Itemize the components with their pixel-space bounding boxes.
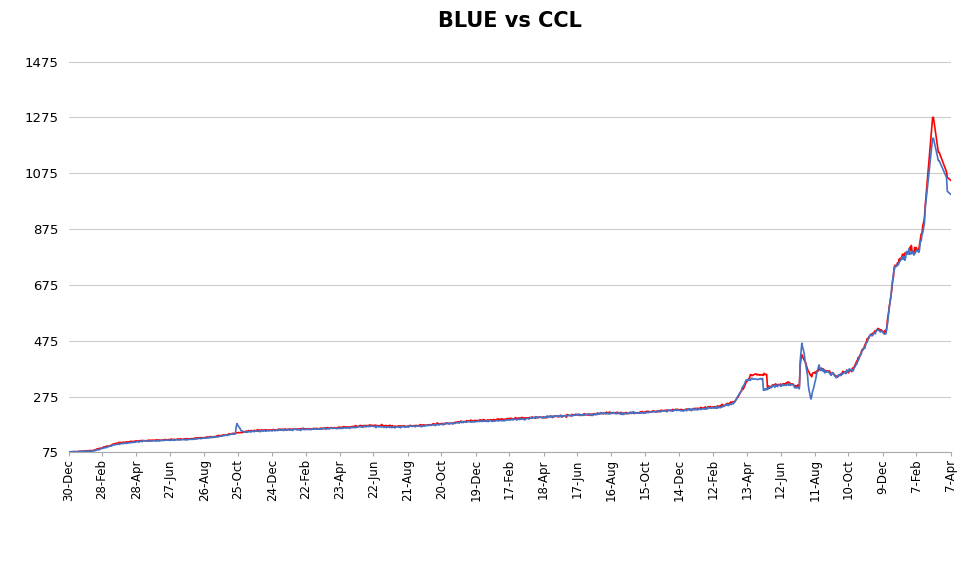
CCL (391, 423, 403, 430)
CCL (297, 425, 309, 432)
CCL (518, 414, 530, 421)
CCL (927, 114, 939, 121)
Title: BLUE vs CCL: BLUE vs CCL (438, 10, 581, 31)
CCL (65, 449, 76, 456)
BLUE (390, 423, 402, 430)
BLUE (178, 436, 190, 443)
Line: BLUE: BLUE (69, 138, 951, 452)
BLUE (945, 191, 956, 198)
CCL (178, 436, 190, 443)
CCL (63, 449, 74, 456)
CCL (945, 177, 956, 184)
BLUE (701, 405, 712, 412)
CCL (888, 264, 900, 271)
CCL (701, 405, 712, 412)
BLUE (63, 449, 74, 456)
BLUE (297, 425, 309, 432)
Line: CCL: CCL (69, 117, 951, 452)
BLUE (518, 416, 530, 423)
BLUE (927, 135, 939, 142)
BLUE (888, 270, 900, 277)
